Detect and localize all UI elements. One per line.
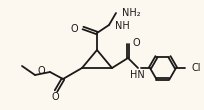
Text: O: O [132,38,140,48]
Text: NH: NH [114,21,129,31]
Text: NH₂: NH₂ [121,8,140,18]
Text: O: O [51,92,59,102]
Text: O: O [70,24,78,34]
Text: Cl: Cl [191,63,201,73]
Text: HN: HN [129,70,144,80]
Text: O: O [37,66,45,76]
